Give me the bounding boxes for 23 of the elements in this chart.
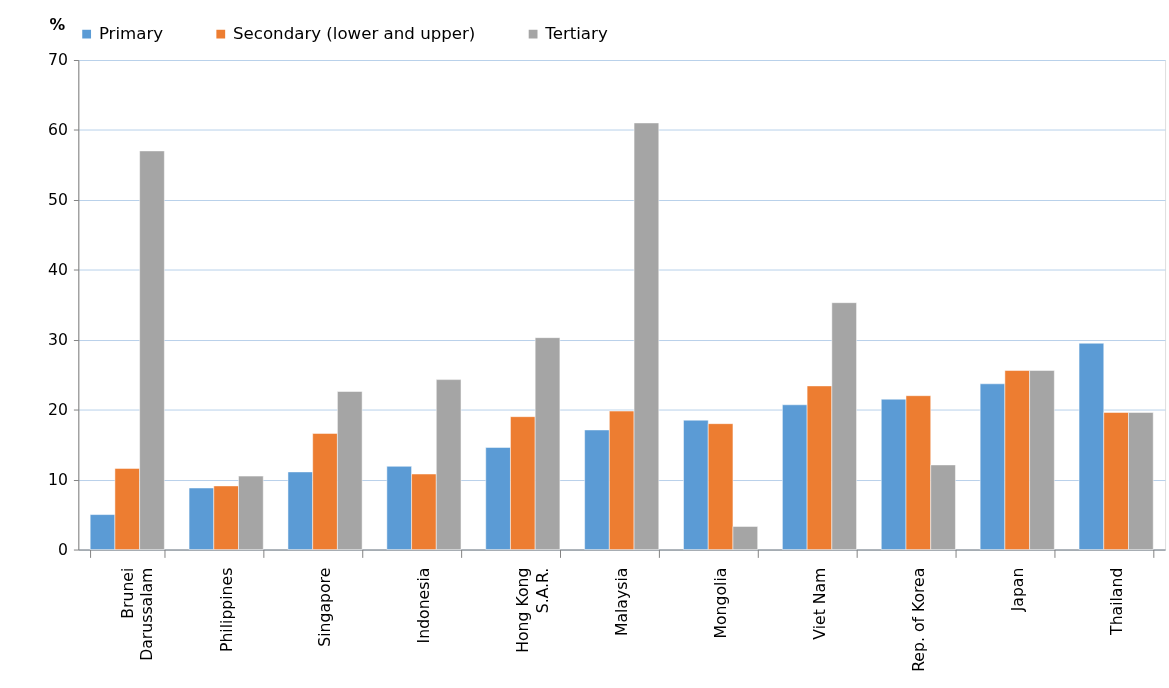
x-tick-label: Thailand [1106,567,1126,636]
y-tick-label: 70 [48,50,69,70]
y-tick-label: 30 [48,330,69,350]
y-tick-label: 20 [48,400,69,420]
legend-label: Primary [98,24,164,44]
x-tick-label: Philippines [216,567,236,653]
y-tick-label: 60 [48,120,69,140]
x-tick-label: Viet Nam [809,567,829,640]
legend-label: Secondary (lower and upper) [233,24,476,44]
y-tick-label: 0 [58,539,69,559]
x-tick-label: Singapore [315,567,335,647]
legend-label: Tertiary [544,24,608,44]
x-tick-label: Japan [1007,567,1027,613]
x-tick-label: Malaysia [612,567,632,637]
x-tick-label: Indonesia [414,567,434,644]
x-tick-label: Hong Kong S.A.R. [513,567,552,653]
x-tick-label: Rep. of Korea [908,567,928,672]
x-tick-label: Brunei Darussalam [117,567,157,661]
y-axis-title: % [49,15,66,35]
x-tick-label: Mongolia [710,567,730,639]
y-tick-label: 50 [48,190,69,210]
y-tick-label: 10 [48,470,69,489]
y-tick-label: 40 [48,260,69,280]
